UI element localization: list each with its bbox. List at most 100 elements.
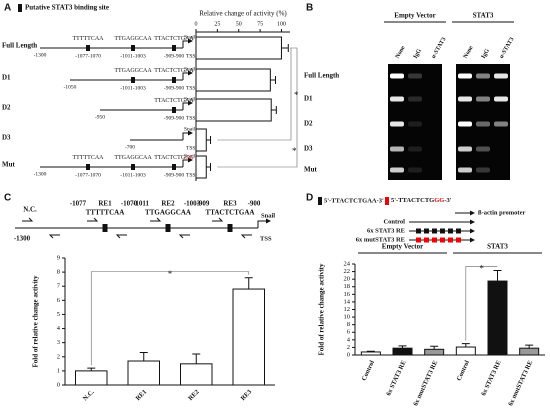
significance-bracket <box>217 47 292 141</box>
promoter-label: ß-actin promoter <box>478 209 525 216</box>
y-tick-label: 6 <box>57 297 61 304</box>
bar <box>519 347 540 356</box>
binding-site <box>131 164 135 170</box>
error-bar <box>281 44 289 52</box>
sequence-part: TTACTCTG <box>154 155 186 161</box>
start-label: -1300 <box>34 171 47 177</box>
gel-band <box>458 96 472 102</box>
site-sequence: TTACTCTGAA <box>154 98 194 104</box>
y-tick-label: 0 <box>347 351 350 358</box>
primer <box>150 217 162 222</box>
gel-band <box>476 146 490 152</box>
x-tick-label: 0 <box>195 21 198 27</box>
tss-arrow <box>182 100 193 110</box>
sequence-part: TTTTTCAA <box>73 155 105 161</box>
start-label: -700 <box>125 144 135 150</box>
row-label: Full Length <box>304 72 339 80</box>
gel-band <box>458 73 472 79</box>
tss-label: TSS <box>186 115 195 121</box>
response-element <box>440 237 445 243</box>
sequence-part: TTGAGGCAA <box>114 155 152 161</box>
gel-band <box>494 96 508 102</box>
error-bar <box>244 277 253 290</box>
y-tick-label: 2 <box>57 353 60 360</box>
gene-label: Snail <box>184 96 196 102</box>
tss-arrow <box>182 38 193 48</box>
tss-arrow <box>182 70 193 80</box>
response-element <box>456 237 461 243</box>
significance: * <box>294 90 299 100</box>
row-label: D3 <box>2 134 11 142</box>
bar <box>195 98 272 122</box>
panel-label: B <box>306 3 313 14</box>
x-tick-label: Control <box>456 359 472 382</box>
gel-band <box>408 146 422 152</box>
site-sequence: TTACTCTGGG <box>154 155 194 161</box>
x-tick-label: Control <box>361 359 377 382</box>
lane-label: IgG <box>413 48 423 60</box>
tss-label: TSS <box>186 172 195 178</box>
primer <box>178 234 190 239</box>
gel-band <box>476 121 490 127</box>
significance-bracket <box>90 271 250 366</box>
gene-label: Snail <box>184 34 196 40</box>
element-end: -1003 <box>184 200 201 208</box>
error-bar <box>139 352 148 362</box>
gene-label: Snail <box>184 126 196 132</box>
y-tick-label: 1 <box>57 367 60 374</box>
gene-label: Snail <box>261 212 275 219</box>
gel-band <box>494 121 508 127</box>
y-tick-label: 8 <box>347 321 350 328</box>
tss-arrow <box>182 157 193 167</box>
y-tick-label: 18 <box>344 283 351 290</box>
binding-site <box>172 107 176 113</box>
site-position: -909-900 <box>164 85 184 91</box>
bar <box>180 363 213 386</box>
y-tick-label: 16 <box>344 291 351 298</box>
binding-site <box>131 77 135 83</box>
element-sequence: TTGAGGCAA <box>145 209 191 217</box>
element-end: -900 <box>248 200 261 208</box>
element-sequence: TTTTTCAA <box>86 209 125 217</box>
legend-swatch <box>318 197 322 205</box>
y-tick-label: 0 <box>57 381 60 388</box>
element-end: -1070 <box>121 200 138 208</box>
lane-label: α-STAT3 <box>431 37 448 60</box>
y-tick-label: 8 <box>57 269 60 276</box>
bar <box>392 347 413 356</box>
error-bar <box>271 106 277 114</box>
gel-band <box>390 96 404 102</box>
gel-band <box>458 121 472 127</box>
bar <box>424 348 445 356</box>
error-bar <box>270 76 276 84</box>
binding-site <box>86 45 90 51</box>
primer <box>48 234 60 239</box>
error-bar <box>430 345 439 350</box>
row-label: Mut <box>304 166 318 174</box>
primer <box>115 234 127 239</box>
significance: * <box>168 269 173 279</box>
control-label: N.C. <box>23 206 37 214</box>
sequence-part: TTACTCTGAA <box>154 98 194 104</box>
site-position: -1011-1003 <box>120 85 146 91</box>
bar <box>455 346 476 356</box>
row-label: D1 <box>304 95 313 103</box>
x-tick-label: 100 <box>277 21 286 27</box>
y-tick-label: 24 <box>344 260 351 267</box>
site-position: -1077-1070 <box>75 53 101 59</box>
response-element <box>432 237 437 243</box>
legend-text: Putative STAT3 binding site <box>25 4 109 12</box>
site-sequence: TTGAGGCAA <box>114 68 152 74</box>
binding-site <box>172 77 176 83</box>
error-bar <box>366 350 375 352</box>
response-element <box>424 228 429 234</box>
row-label: D2 <box>2 104 11 112</box>
legend-text: 5'-TTACTCTGGG-3' <box>391 197 452 204</box>
error-bar <box>192 353 201 364</box>
y-tick-label: 6 <box>347 329 351 336</box>
construct-label: 6x STAT3 RE <box>367 227 405 234</box>
row-label: D1 <box>2 74 11 82</box>
gel-band <box>476 73 490 79</box>
sequence-part: TTACTCTGAA <box>154 68 194 74</box>
